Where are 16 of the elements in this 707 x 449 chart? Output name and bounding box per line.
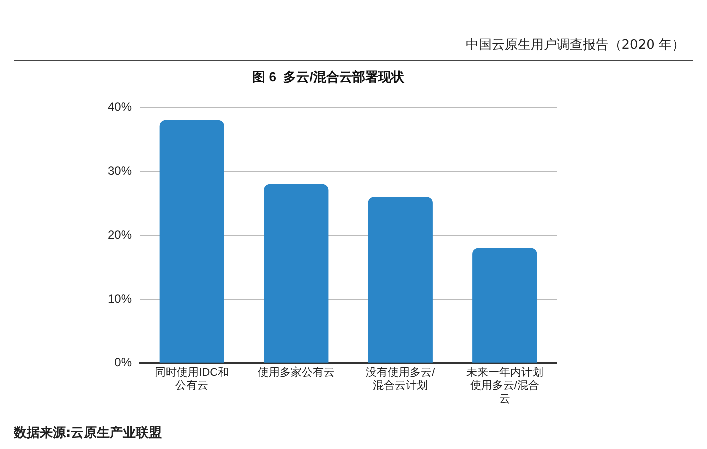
x-tick-label: 同时使用IDC和公有云 <box>155 366 230 392</box>
y-tick-label: 30% <box>108 164 132 178</box>
bar <box>264 184 329 363</box>
y-tick-label: 0% <box>114 356 132 370</box>
x-tick-label: 使用多家公有云 <box>258 366 335 380</box>
source-note: 数据来源:云原生产业联盟 <box>14 424 162 442</box>
bar <box>472 248 538 363</box>
x-tick-label: 未来一年内计划使用多云/混合云 <box>466 366 544 406</box>
y-tick-label: 10% <box>108 292 132 306</box>
x-tick-label: 没有使用多云/混合云计划 <box>366 367 436 392</box>
y-tick-label: 40% <box>108 100 132 114</box>
bar <box>368 197 433 363</box>
chart-title: 图 6 多云/混合云部署现状 <box>252 69 406 84</box>
y-tick-label: 20% <box>108 228 132 242</box>
bar <box>160 120 224 363</box>
text: 中国云原生用户调查报告（2020 年） <box>466 37 685 54</box>
